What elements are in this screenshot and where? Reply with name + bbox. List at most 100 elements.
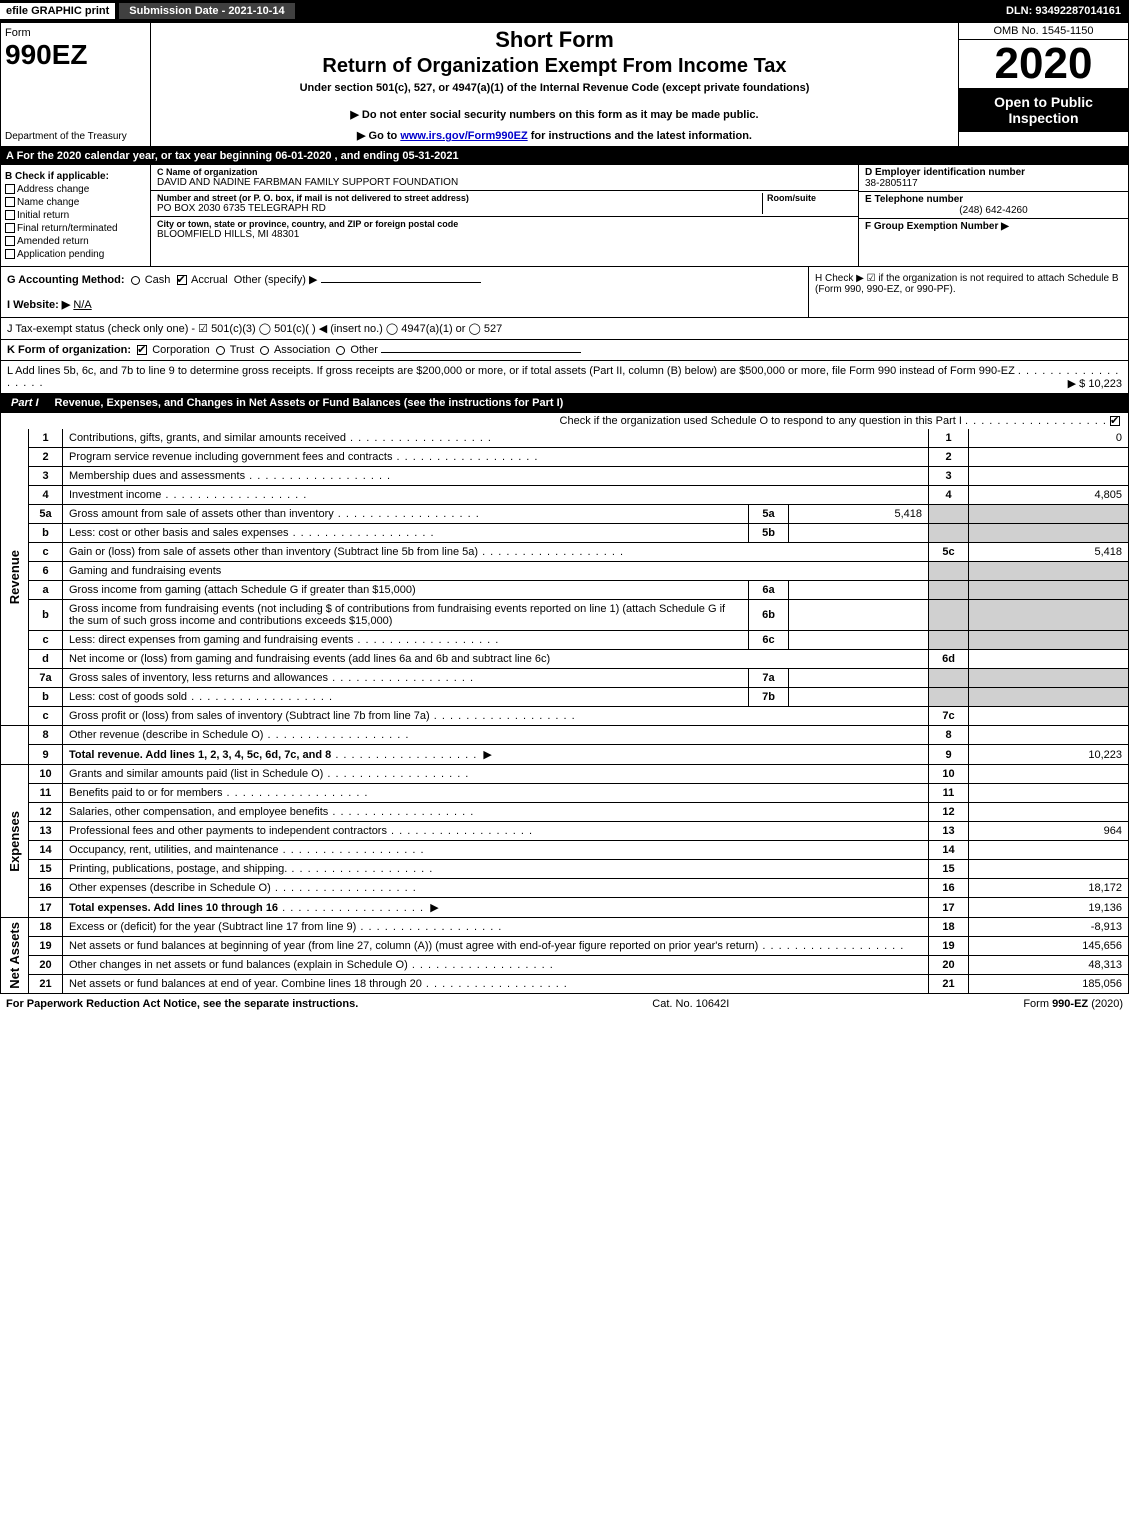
line-desc: Grants and similar amounts paid (list in… (69, 768, 323, 780)
line-col: 11 (929, 784, 969, 803)
sub-val: 5,418 (789, 505, 929, 524)
table-row: 15Printing, publications, postage, and s… (1, 860, 1129, 879)
opt-amended-return[interactable]: Amended return (5, 236, 146, 247)
line-h: H Check ▶ ☑ if the organization is not r… (808, 267, 1128, 317)
table-row: 2 Program service revenue including gover… (1, 448, 1129, 467)
line-desc: Gross income from fundraising events (no… (69, 603, 725, 627)
revenue-label: Revenue (7, 550, 22, 604)
table-row: 8Other revenue (describe in Schedule O)8 (1, 726, 1129, 745)
line-num: d (29, 650, 63, 669)
other-radio[interactable] (336, 346, 345, 355)
sub-val (789, 631, 929, 650)
box-b-title: B Check if applicable: (5, 171, 146, 182)
line-num: 6 (29, 562, 63, 581)
header-mid: Short Form Return of Organization Exempt… (151, 23, 958, 146)
ein-label: D Employer identification number (865, 167, 1122, 178)
open-to-public: Open to Public Inspection (959, 88, 1128, 132)
line-amount (969, 765, 1129, 784)
city-label: City or town, state or province, country… (157, 219, 852, 229)
cash-radio[interactable] (131, 276, 140, 285)
net-assets-label: Net Assets (7, 922, 22, 989)
opt-name-change[interactable]: Name change (5, 197, 146, 208)
opt-application-pending[interactable]: Application pending (5, 249, 146, 260)
line-amount (969, 841, 1129, 860)
line-amount: -8,913 (969, 918, 1129, 937)
part-i-title: Revenue, Expenses, and Changes in Net As… (49, 394, 1128, 412)
line-num: b (29, 688, 63, 707)
line-desc: Net assets or fund balances at end of ye… (69, 978, 422, 990)
other-label: Other (350, 344, 378, 356)
line-amount: 145,656 (969, 937, 1129, 956)
schedule-o-checkbox[interactable] (1110, 416, 1120, 426)
efile-label[interactable]: efile GRAPHIC print (0, 3, 115, 19)
line-col: 4 (929, 486, 969, 505)
assoc-label: Association (274, 344, 330, 356)
arrow-icon: ▶ (430, 902, 438, 914)
line-num: 10 (29, 765, 63, 784)
line-desc: Investment income (69, 489, 161, 501)
line-col: 8 (929, 726, 969, 745)
line-col: 2 (929, 448, 969, 467)
line-amount: 185,056 (969, 975, 1129, 994)
opt-initial-return[interactable]: Initial return (5, 210, 146, 221)
opt-address-change[interactable]: Address change (5, 184, 146, 195)
table-row: Revenue 1 Contributions, gifts, grants, … (1, 429, 1129, 448)
shade (969, 669, 1129, 688)
table-row: 21Net assets or fund balances at end of … (1, 975, 1129, 994)
line-desc: Salaries, other compensation, and employ… (69, 806, 328, 818)
sub-num: 7a (749, 669, 789, 688)
line-num: 15 (29, 860, 63, 879)
line-num: 20 (29, 956, 63, 975)
website-value: N/A (73, 299, 91, 311)
arrow-icon: ▶ (483, 749, 491, 761)
accrual-checkbox[interactable] (177, 275, 187, 285)
shade (969, 562, 1129, 581)
shade (929, 688, 969, 707)
phone-label: E Telephone number (865, 194, 1122, 205)
form-ref: Form 990-EZ (2020) (1023, 998, 1123, 1010)
org-name: DAVID AND NADINE FARBMAN FAMILY SUPPORT … (157, 177, 852, 188)
revenue-table: Revenue 1 Contributions, gifts, grants, … (0, 429, 1129, 994)
line-desc: Professional fees and other payments to … (69, 825, 387, 837)
tax-year: 2020 (959, 40, 1128, 88)
line-desc: Gross amount from sale of assets other t… (69, 508, 334, 520)
paperwork-notice: For Paperwork Reduction Act Notice, see … (6, 998, 358, 1010)
table-row: d Net income or (loss) from gaming and fu… (1, 650, 1129, 669)
line-desc: Other revenue (describe in Schedule O) (69, 729, 263, 741)
shade (969, 631, 1129, 650)
line-col: 12 (929, 803, 969, 822)
line-num: 18 (29, 918, 63, 937)
line-desc: Net assets or fund balances at beginning… (69, 940, 758, 952)
assoc-radio[interactable] (260, 346, 269, 355)
dln: DLN: 93492287014161 (998, 3, 1129, 19)
g-label: G Accounting Method: (7, 274, 125, 286)
line-desc: Other changes in net assets or fund bala… (69, 959, 408, 971)
line-num: 14 (29, 841, 63, 860)
sub-num: 5a (749, 505, 789, 524)
line-amount: 4,805 (969, 486, 1129, 505)
opt-final-return[interactable]: Final return/terminated (5, 223, 146, 234)
line-desc: Total expenses. Add lines 10 through 16 (69, 902, 278, 914)
table-row: 13 Professional fees and other payments t… (1, 822, 1129, 841)
line-col: 13 (929, 822, 969, 841)
box-c: C Name of organization DAVID AND NADINE … (151, 165, 858, 266)
dept-treasury: Department of the Treasury (5, 131, 146, 142)
line-amount (969, 650, 1129, 669)
table-row: 6Gaming and fundraising events (1, 562, 1129, 581)
trust-radio[interactable] (216, 346, 225, 355)
sub-val (789, 581, 929, 600)
line-num: c (29, 631, 63, 650)
street-address: PO BOX 2030 6735 TELEGRAPH RD (157, 203, 762, 214)
line-col: 18 (929, 918, 969, 937)
table-row: cLess: direct expenses from gaming and f… (1, 631, 1129, 650)
corp-checkbox[interactable] (137, 345, 147, 355)
table-row: 4Investment income44,805 (1, 486, 1129, 505)
line-desc: Net income or (loss) from gaming and fun… (69, 653, 550, 665)
line-col: 6d (929, 650, 969, 669)
line-desc: Less: cost or other basis and sales expe… (69, 527, 289, 539)
group-exemption-label: F Group Exemption Number ▶ (865, 221, 1122, 232)
line-amount (969, 784, 1129, 803)
line-desc: Program service revenue including govern… (69, 451, 392, 463)
irs-link[interactable]: www.irs.gov/Form990EZ (400, 130, 527, 142)
do-not-enter: ▶ Do not enter social security numbers o… (161, 108, 948, 121)
